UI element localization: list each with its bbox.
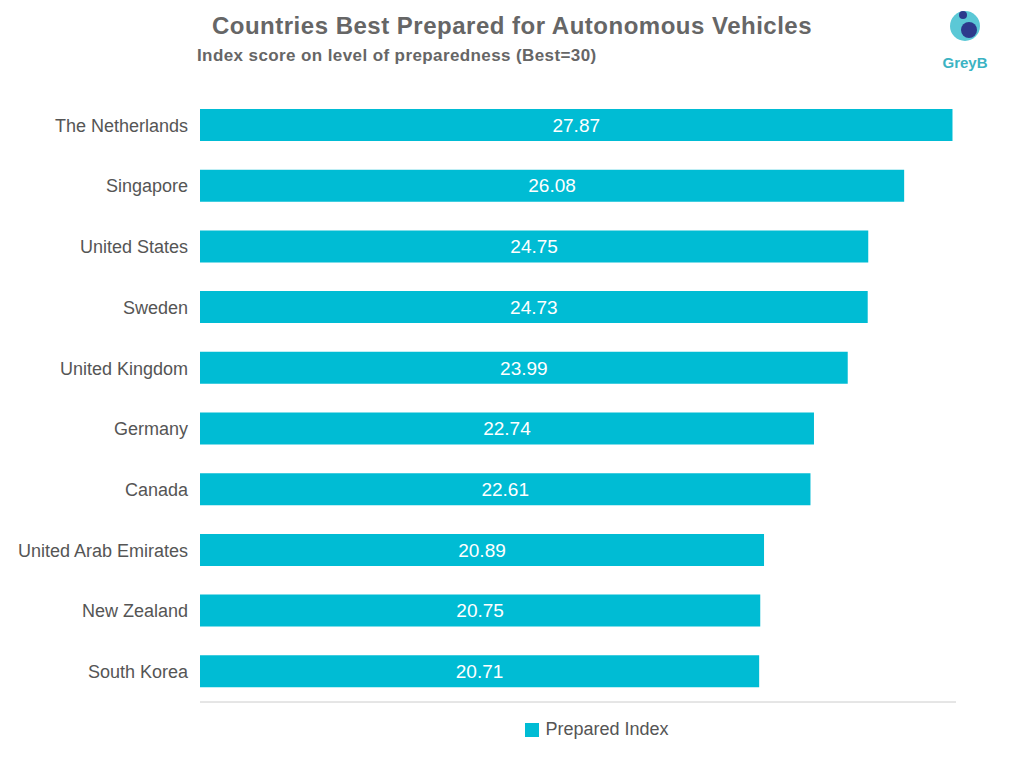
svg-text:The Netherlands: The Netherlands (55, 116, 188, 136)
html-text:Index score on level of prepar: Index score on level of preparedness (Be… (197, 46, 597, 65)
svg-text:Singapore: Singapore (106, 176, 188, 196)
svg-text:Canada: Canada (125, 480, 189, 500)
svg-text:22.61: 22.61 (481, 479, 529, 500)
svg-text:23.99: 23.99 (500, 358, 548, 379)
svg-text:Germany: Germany (114, 419, 188, 439)
html-text:Countries Best Prepared for Au: Countries Best Prepared for Autonomous V… (212, 12, 812, 39)
svg-text:United Arab Emirates: United Arab Emirates (18, 541, 188, 561)
svg-text:22.74: 22.74 (483, 418, 531, 439)
svg-text:24.75: 24.75 (510, 236, 558, 257)
svg-text:26.08: 26.08 (528, 175, 576, 196)
svg-text:20.71: 20.71 (456, 661, 504, 682)
svg-text:United States: United States (80, 237, 188, 257)
svg-text:24.73: 24.73 (510, 297, 558, 318)
svg-text:United Kingdom: United Kingdom (60, 359, 188, 379)
svg-text:20.75: 20.75 (456, 600, 504, 621)
svg-text:20.89: 20.89 (458, 540, 506, 561)
svg-text:New Zealand: New Zealand (82, 601, 188, 621)
svg-text:Sweden: Sweden (123, 298, 188, 318)
html-text:GreyB: GreyB (942, 54, 988, 71)
svg-text:27.87: 27.87 (552, 115, 600, 136)
html-text:Prepared Index: Prepared Index (545, 719, 669, 739)
svg-text:South Korea: South Korea (88, 662, 189, 682)
